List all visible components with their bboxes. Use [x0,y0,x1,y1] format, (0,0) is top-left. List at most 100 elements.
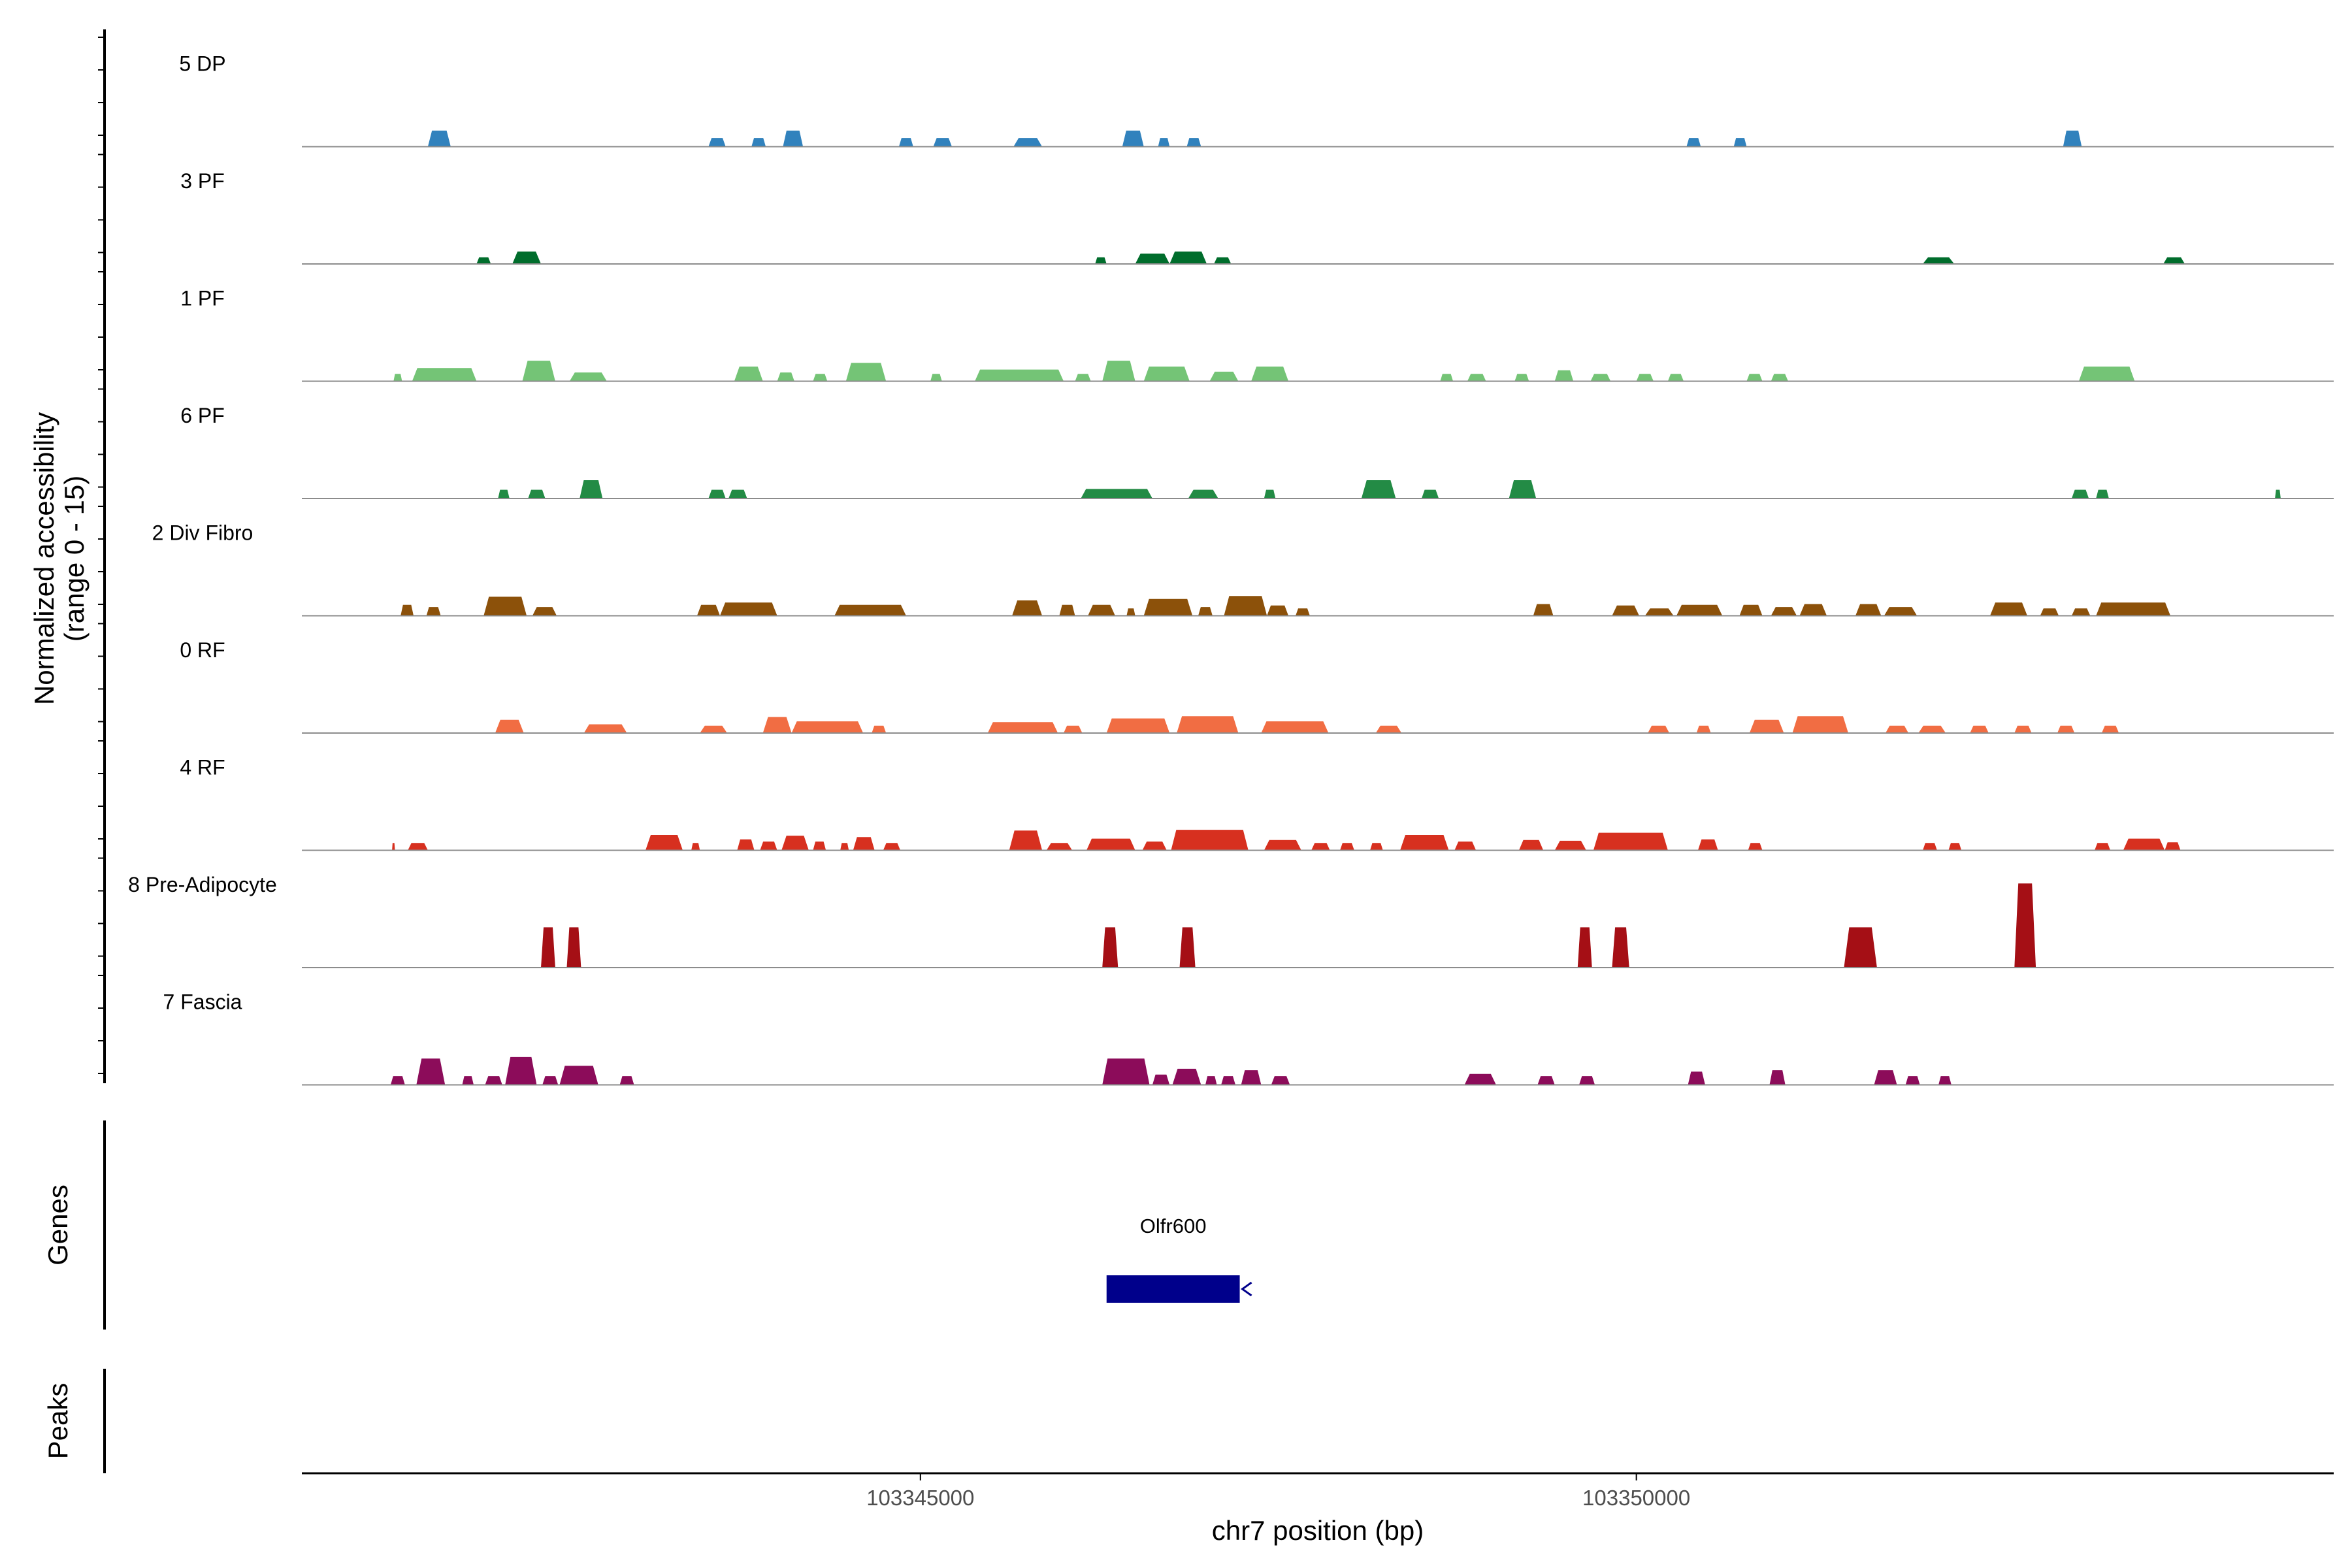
coverage-peak [2275,489,2281,498]
coverage-peak [708,489,726,498]
coverage-peak [1688,1071,1705,1085]
coverage-peak [541,927,555,968]
coverage-peak [1554,370,1574,382]
coverage-peak [762,717,792,733]
coverage-peak [416,1058,446,1085]
coverage-peak [566,927,581,968]
coverage-peak [737,839,755,851]
coverage-peak [1241,1070,1262,1085]
coverage-peak [1209,371,1239,382]
track-8-pre-adipocyte: 8 Pre-Adipocyte [128,873,2334,968]
coverage-peak [2164,842,2181,851]
coverage-peak [734,367,763,382]
coverage-peak [1579,1076,1595,1085]
coverage-peak [898,138,913,147]
coverage-peak [708,138,726,147]
coverage-peak [691,843,700,851]
genes-panel: Olfr600 [1106,1215,1252,1303]
track-0-rf: 0 RF [180,638,2334,734]
coverage-peak [1454,841,1477,851]
coverage-peak [1172,1068,1201,1085]
coverage-peak [1075,374,1091,382]
coverage-peak [1102,1058,1150,1085]
coverage-peak [781,836,809,851]
coverage-peak [840,843,849,851]
track-3-pf: 3 PF [180,169,2334,265]
coverage-peak [987,722,1058,733]
coverage-peak [505,1056,537,1085]
coverage-peak [485,1076,502,1085]
coverage-peak [1593,832,1668,851]
coverage-peak [2071,608,2091,616]
track-2-div-fibro: 2 Div Fibro [152,521,2334,617]
coverage-peak [1923,843,1937,851]
track-6-pf: 6 PF [180,404,2334,499]
coverage-peak [720,602,777,616]
coverage-peak [751,138,766,147]
track-label: 1 PF [180,287,225,310]
coverage-peak [412,368,477,382]
coverage-peak [1855,604,1882,616]
coverage-peak [1686,138,1701,147]
track-label: 7 Fascia [163,990,242,1014]
coverage-peak [1938,1076,1952,1085]
coverage-peak [426,607,441,616]
coverage-peak [2078,367,2135,382]
coverage-peak [619,1076,634,1085]
x-tick-label: 103345000 [866,1486,974,1510]
coverage-peak [476,257,491,264]
coverage-peak [2096,602,2171,616]
coverage-peak [791,721,864,733]
coverage-peak [2123,838,2165,851]
coverage-peak [522,361,555,382]
coverage-peak [1905,1076,1920,1085]
coverage-peak [1733,138,1747,147]
y-axis-title: Normalized accessibility [29,412,59,705]
x-axis-title: chr7 position (bp) [1212,1515,1424,1546]
coverage-peak [1886,725,1909,733]
coverage-peak [1739,604,1763,616]
coverage-peak [1142,841,1167,851]
coverage-peak [872,725,887,733]
coverage-peak [393,374,402,382]
coverage-peak [569,372,607,382]
coverage-peak [1554,840,1586,851]
coverage-peak [1013,138,1043,147]
coverage-peak [580,480,603,498]
coverage-peak [498,489,510,498]
coverage-peak [2063,130,2082,147]
coverage-peak [1296,608,1310,616]
track-4-rf: 4 RF [180,756,2334,851]
coverage-peak [1143,367,1190,382]
coverage-peak [1340,843,1354,851]
coverage-peak [853,837,875,851]
coverage-peak [1102,361,1135,382]
coverage-peak [1158,138,1170,147]
track-label: 8 Pre-Adipocyte [128,873,277,896]
coverage-peak [1177,716,1239,733]
coverage-peak [783,130,804,147]
coverage-peak [542,1076,559,1085]
coverage-peak [813,374,828,382]
coverage-peak [462,1076,474,1085]
coverage-peak [1676,604,1723,616]
coverage-peak [1799,604,1827,616]
coverage-peak [930,374,942,382]
coverage-peak [1844,927,1877,968]
coverage-peak [1171,830,1249,851]
genes-panel-label: Genes [42,1184,73,1266]
coverage-peak [1884,607,1918,616]
coverage-peak [1261,721,1329,733]
coverage-peak [845,363,887,382]
coverage-peak [1224,596,1267,616]
coverage-peak [760,841,777,851]
coverage-peak [728,489,747,498]
coverage-peak [1970,725,1989,733]
coverage-peak [645,835,683,851]
gene-body [1106,1275,1240,1303]
peaks-panel-label: Peaks [42,1383,73,1460]
coverage-peak [1792,716,1848,733]
coverage-peak [1948,843,1962,851]
coverage-peak [1771,374,1788,382]
coverage-peak [1644,608,1674,616]
